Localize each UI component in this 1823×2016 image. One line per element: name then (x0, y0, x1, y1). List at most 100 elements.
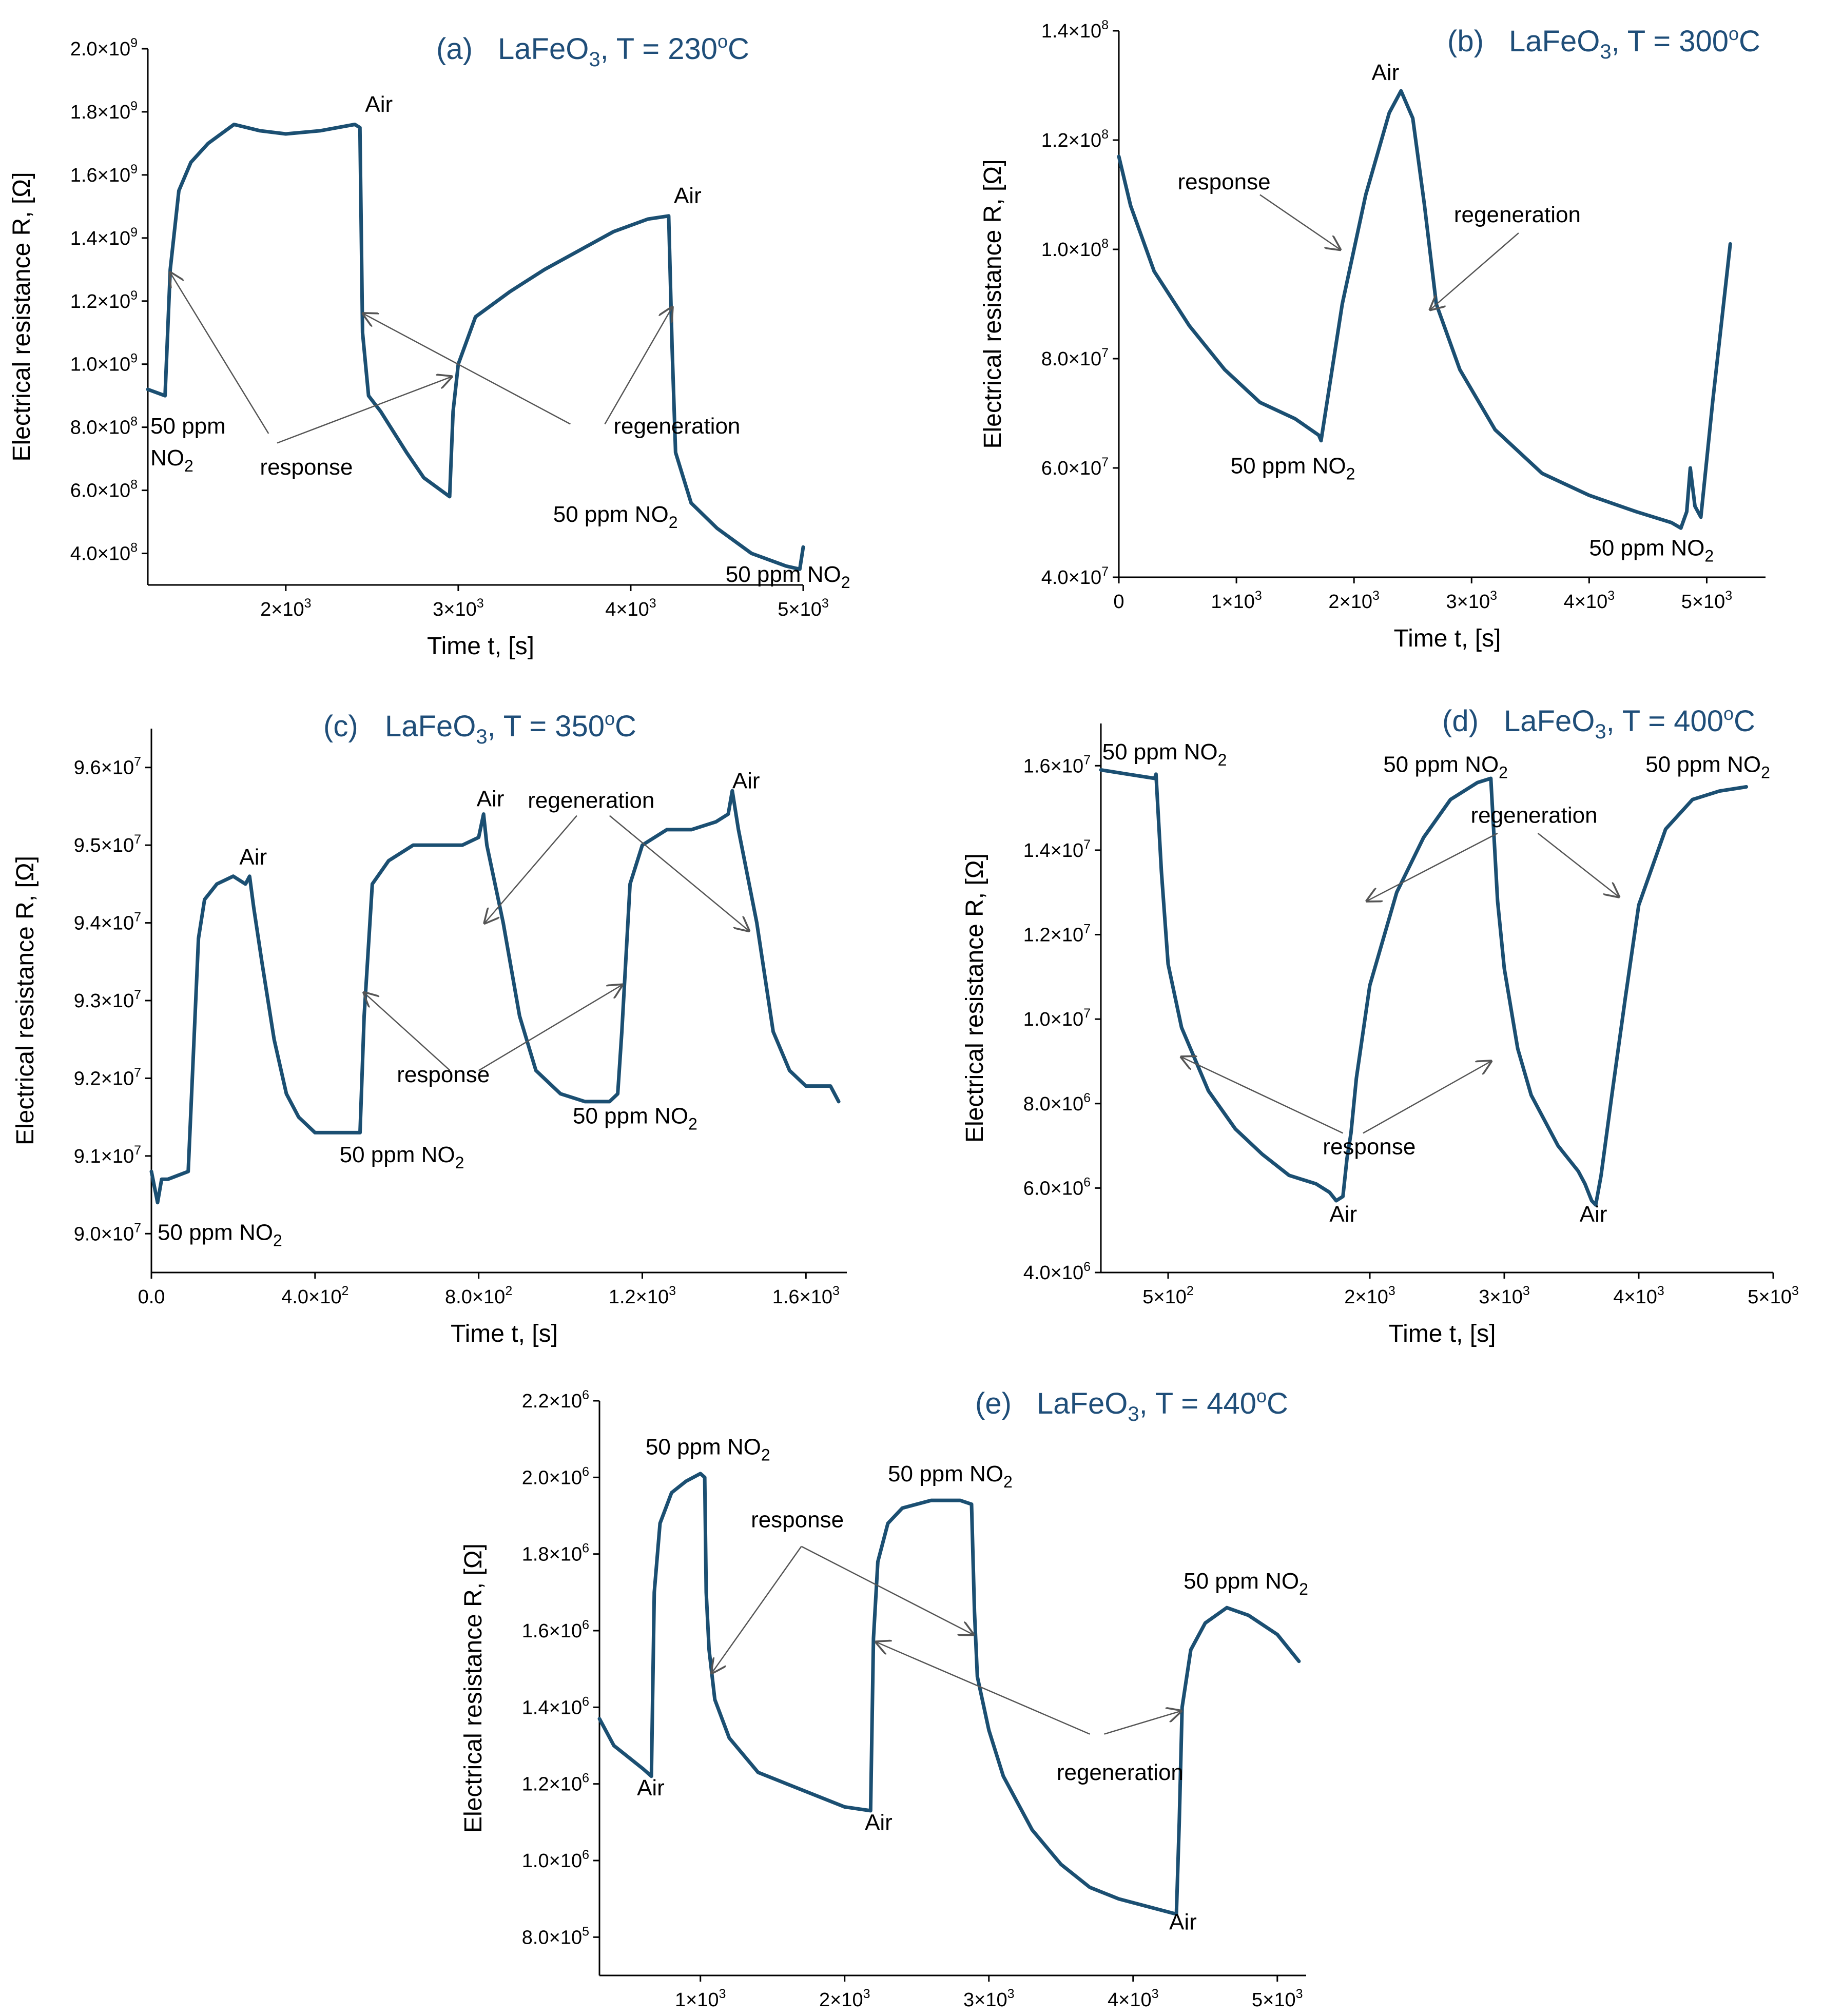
series-line (149, 789, 841, 1205)
x-tick-label: 4×103 (1613, 1284, 1664, 1308)
x-tick-label: 4×103 (605, 596, 656, 620)
annotation-arrow (604, 307, 672, 425)
y-tick-label: 8.0×107 (1041, 346, 1109, 370)
panel-letter: (d) (1442, 704, 1479, 738)
y-tick-label: 4.0×107 (1041, 564, 1109, 589)
annotation-arrow (1181, 1057, 1344, 1134)
x-tick-label: 8.0×102 (445, 1284, 512, 1308)
x-axis-label: Time t, [s] (451, 1320, 558, 1347)
x-tick-label: 1.2×103 (609, 1284, 676, 1308)
annotation-arrow (801, 1545, 973, 1635)
x-tick-label: 4×103 (1108, 1987, 1159, 2011)
annotation-arrow (1537, 833, 1619, 896)
y-tick-label: 1.4×109 (70, 225, 138, 249)
y-tick-label: 8.0×106 (1023, 1091, 1091, 1115)
y-tick-label: 9.6×107 (74, 755, 141, 779)
annotation-label: 50 ppm NO2 (158, 1220, 282, 1249)
y-axis-label: Electrical resistance R, [Ω] (8, 172, 35, 461)
x-tick-label: 5×102 (1142, 1284, 1194, 1308)
y-axis-label: Electrical resistance R, [Ω] (12, 856, 39, 1145)
annotation-label: Air (1372, 60, 1400, 85)
y-tick-label: 6.0×108 (70, 478, 138, 502)
annotation-label: 50 ppm NO2 (888, 1461, 1013, 1491)
x-tick-label: 5×103 (1681, 589, 1733, 613)
annotation-label: regeneration (528, 788, 654, 813)
x-tick-label: 0 (1113, 591, 1124, 613)
annotation-label: 50 ppm (150, 414, 226, 439)
chart-title: LaFeO3, T = 400oC (1504, 703, 1755, 743)
y-tick-label: 8.0×108 (70, 415, 138, 439)
annotation-label: 50 ppm NO2 (553, 502, 678, 532)
x-tick-label: 1×103 (675, 1987, 726, 2011)
annotation-label: Air (1580, 1202, 1607, 1227)
panel-letter: (c) (323, 710, 358, 743)
y-tick-label: 1.0×108 (1041, 237, 1109, 261)
panel-c: 9.0×107 9.1×107 9.2×107 9.3×107 9.4×107 9.5×1… (12, 708, 847, 1347)
annotation-label: Air (732, 769, 760, 794)
y-tick-label: 9.1×107 (74, 1143, 141, 1167)
series-line (1117, 89, 1732, 530)
y-tick-label: 4.0×106 (1023, 1260, 1091, 1284)
annotation-label: response (1323, 1134, 1415, 1160)
annotation-label: Air (365, 92, 393, 117)
y-tick-label: 1.6×106 (522, 1618, 589, 1642)
annotation-arrow (485, 815, 577, 923)
panel-a: 4.0×108 6.0×108 8.0×108 1.0×109 1.2×109 1.4×1… (8, 31, 850, 660)
x-tick-label: 2×103 (260, 596, 312, 620)
annotation-arrow (1104, 1711, 1181, 1735)
chart-title: LaFeO3, T = 440oC (1037, 1385, 1288, 1425)
y-tick-label: 6.0×106 (1023, 1175, 1091, 1199)
y-tick-label: 1.4×108 (1041, 18, 1109, 42)
annotation-arrow (277, 377, 451, 444)
y-tick-label: 4.0×108 (70, 541, 138, 565)
annotation-arrow (363, 314, 571, 425)
annotation-label: Air (674, 183, 702, 208)
y-tick-label: 1.0×107 (1023, 1006, 1091, 1030)
x-axis-label: Time t, [s] (427, 633, 534, 660)
x-tick-label: 5×103 (778, 596, 829, 620)
chart-title: LaFeO3, T = 350oC (385, 708, 636, 748)
panel-e: 8.0×105 1.0×106 1.2×106 1.4×106 1.6×106 1.8×1… (460, 1385, 1308, 2011)
annotation-label: 50 ppm NO2 (1102, 739, 1227, 769)
annotation-label: response (1178, 169, 1271, 194)
x-tick-label: 4×103 (1564, 589, 1615, 613)
annotation-label: 50 ppm NO2 (1184, 1569, 1308, 1598)
x-tick-label: 3×103 (433, 596, 484, 620)
y-tick-label: 1.6×107 (1023, 753, 1091, 777)
annotation-arrow (712, 1546, 802, 1673)
annotation-arrow (170, 272, 269, 434)
annotation-label: 50 ppm NO2 (1589, 535, 1714, 565)
x-tick-label: 3×103 (963, 1987, 1015, 2011)
y-tick-label: 9.3×107 (74, 988, 141, 1012)
x-tick-label: 3×103 (1446, 589, 1498, 613)
series-line (1099, 768, 1749, 1207)
y-tick-label: 1.4×106 (522, 1694, 589, 1718)
x-tick-label: 4.0×102 (281, 1284, 348, 1308)
y-tick-label: 1.2×108 (1041, 127, 1109, 151)
y-tick-label: 6.0×107 (1041, 455, 1109, 479)
y-tick-label: 1.2×107 (1023, 922, 1091, 946)
x-tick-label: 5×103 (1748, 1284, 1799, 1308)
y-tick-label: 9.0×107 (74, 1221, 141, 1245)
annotation-label: 50 ppm NO2 (1383, 752, 1508, 782)
annotation-label: Air (1169, 1909, 1197, 1934)
y-tick-label: 1.0×106 (522, 1848, 589, 1872)
panel-letter: (a) (436, 32, 473, 66)
y-tick-label: 1.8×106 (522, 1541, 589, 1565)
annotation-arrow (1367, 832, 1498, 901)
panel-letter: (b) (1447, 25, 1484, 58)
chart-title: LaFeO3, T = 230oC (498, 31, 749, 71)
x-axis-label: Time t, [s] (1394, 625, 1501, 652)
annotation-arrow (478, 985, 622, 1071)
annotation-label: regeneration (1454, 202, 1581, 227)
annotation-label: 50 ppm NO2 (646, 1435, 770, 1464)
y-axis-label: Electrical resistance R, [Ω] (979, 159, 1006, 448)
y-tick-label: 9.2×107 (74, 1065, 141, 1089)
y-tick-label: 9.5×107 (74, 832, 141, 856)
annotation-label: 50 ppm NO2 (1231, 454, 1355, 483)
y-tick-label: 2.2×106 (522, 1388, 589, 1412)
annotation-arrow (609, 815, 749, 931)
annotation-label: regeneration (1471, 803, 1598, 828)
annotation-arrow (1363, 1061, 1491, 1134)
